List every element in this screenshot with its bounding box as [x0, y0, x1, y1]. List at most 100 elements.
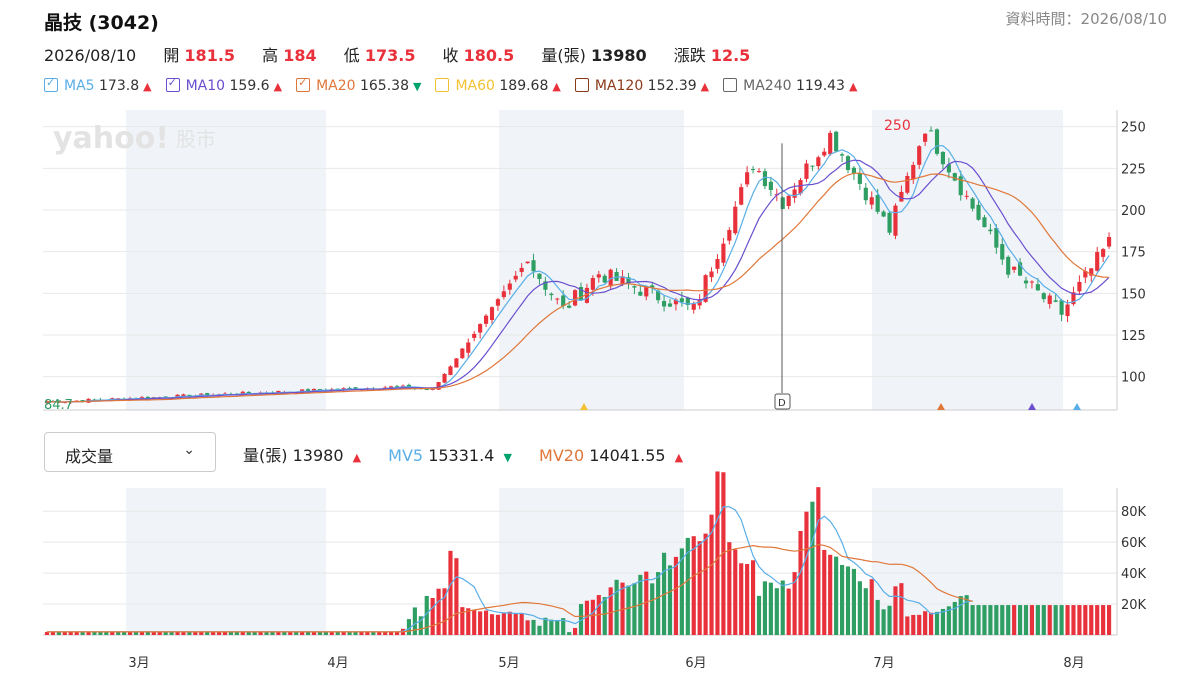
candle-body: [709, 271, 714, 278]
checkbox-icon[interactable]: [723, 78, 738, 92]
candle-body: [1006, 256, 1011, 275]
vol-value: 13980: [292, 446, 344, 465]
volume-bar: [602, 597, 607, 635]
candle-body: [525, 261, 530, 264]
y-tick-label: 60K: [1121, 536, 1147, 551]
candle-body: [199, 393, 204, 395]
candle-body: [1095, 252, 1100, 271]
candle-body: [80, 400, 85, 402]
candle-body: [1029, 281, 1035, 283]
candle-body: [519, 267, 524, 273]
checkbox-icon[interactable]: [435, 78, 450, 92]
event-triangle: [937, 403, 945, 410]
ma-toggle-ma60[interactable]: MA60 189.68 ▲: [435, 78, 561, 94]
volume-bar: [169, 631, 174, 635]
volume-bar: [1106, 605, 1112, 635]
ma-toggle-ma5[interactable]: ✓ MA5 173.8 ▲: [44, 76, 152, 94]
candle-body: [691, 303, 696, 310]
volume-bar: [1059, 605, 1064, 635]
ma-name: MA20: [316, 78, 356, 94]
candle-body: [739, 187, 744, 205]
candle-body: [923, 133, 928, 142]
volume-bar: [1017, 605, 1023, 635]
volume-bar: [300, 631, 305, 635]
volume-bar: [834, 556, 839, 635]
ma-toggle-ma10[interactable]: ✓ MA10 159.6 ▲: [165, 76, 282, 94]
volume-bar: [466, 608, 471, 635]
volume-bar: [1083, 605, 1088, 635]
ma-toggle-ma20[interactable]: ✓ MA20 165.38 ▼: [296, 76, 421, 94]
event-triangle: [1073, 403, 1081, 410]
volume-bar: [964, 595, 969, 635]
volume-bar: [608, 587, 613, 635]
candle-body: [1035, 284, 1040, 291]
candle-body: [733, 206, 738, 234]
volume-bar: [199, 631, 204, 635]
candle-body: [317, 389, 323, 391]
candle-body: [786, 195, 791, 207]
x-tick-label: 8月: [1063, 656, 1084, 670]
candle-body: [750, 169, 756, 171]
volume-bar: [418, 616, 423, 635]
volume-bar: [845, 566, 851, 635]
candle-body: [958, 176, 963, 196]
volume-bar: [721, 472, 726, 635]
max-price-label: 250: [884, 118, 911, 134]
candle-body: [928, 130, 934, 132]
volume-bar: [1101, 605, 1106, 635]
volume-bar: [311, 631, 317, 635]
volume-bar: [139, 631, 145, 635]
volume-bar: [768, 582, 773, 635]
checkbox-icon[interactable]: ✓: [165, 76, 180, 92]
candle-body: [1017, 262, 1023, 276]
x-tick-label: 3月: [128, 656, 149, 670]
up-arrow-icon: ▲: [552, 80, 561, 93]
volume-bar: [163, 631, 168, 635]
ma-value: 152.39: [643, 78, 697, 94]
volume-bar: [412, 607, 417, 635]
volume-bar: [650, 583, 655, 635]
ma-toggle-ma240[interactable]: MA240 119.43 ▲: [723, 78, 857, 94]
volume-bar: [899, 583, 904, 635]
volume-info: 量(張) 13980 ▲ MV5 15331.4 ▼ MV20 14041.55…: [243, 442, 705, 466]
volume-bar: [952, 601, 957, 635]
candle-body: [834, 131, 839, 152]
candle-body: [478, 324, 483, 333]
indicator-select[interactable]: 成交量 ⌄: [44, 432, 216, 472]
candle-body: [1101, 249, 1106, 257]
candle-body: [822, 151, 827, 156]
candle-body: [685, 297, 690, 306]
watermark-section: 股市: [176, 127, 216, 151]
candle-body: [1047, 295, 1052, 304]
volume-bar: [555, 619, 560, 635]
ma-toggle-ma120[interactable]: MA120 152.39 ▲: [574, 78, 709, 94]
checkbox-icon[interactable]: [574, 78, 589, 92]
up-arrow-icon: ▲: [143, 80, 152, 93]
stock-chart[interactable]: 100 125 150 175 200 225 250 20K 40K 60K 80K yahoo! 股…: [0, 110, 1187, 670]
candle-body: [567, 305, 572, 308]
volume-bar: [424, 596, 429, 635]
volume-bar: [911, 614, 916, 635]
volume-bar: [430, 598, 435, 635]
volume-bar: [317, 631, 323, 635]
volume-bar: [264, 631, 269, 635]
candle-body: [893, 205, 898, 236]
volume-bar: [567, 632, 572, 635]
volume-bar: [234, 631, 239, 635]
volume-bar: [537, 625, 542, 635]
candle-body: [495, 299, 501, 306]
checkbox-icon[interactable]: ✓: [44, 76, 58, 92]
volume-bar: [56, 631, 61, 635]
change-label: 漲跌: [673, 46, 706, 65]
candle-body: [424, 389, 429, 391]
mv20-value: 14041.55: [589, 446, 666, 465]
candle-body: [970, 198, 975, 209]
volume-bar: [857, 581, 862, 635]
volume-bars: [44, 471, 1112, 635]
candle-body: [454, 358, 459, 368]
candle-body: [1059, 300, 1064, 315]
candle-body: [1000, 244, 1005, 260]
checkbox-icon[interactable]: ✓: [296, 76, 311, 92]
volume-bar: [1000, 605, 1005, 635]
volume-value: 13980: [590, 46, 647, 65]
